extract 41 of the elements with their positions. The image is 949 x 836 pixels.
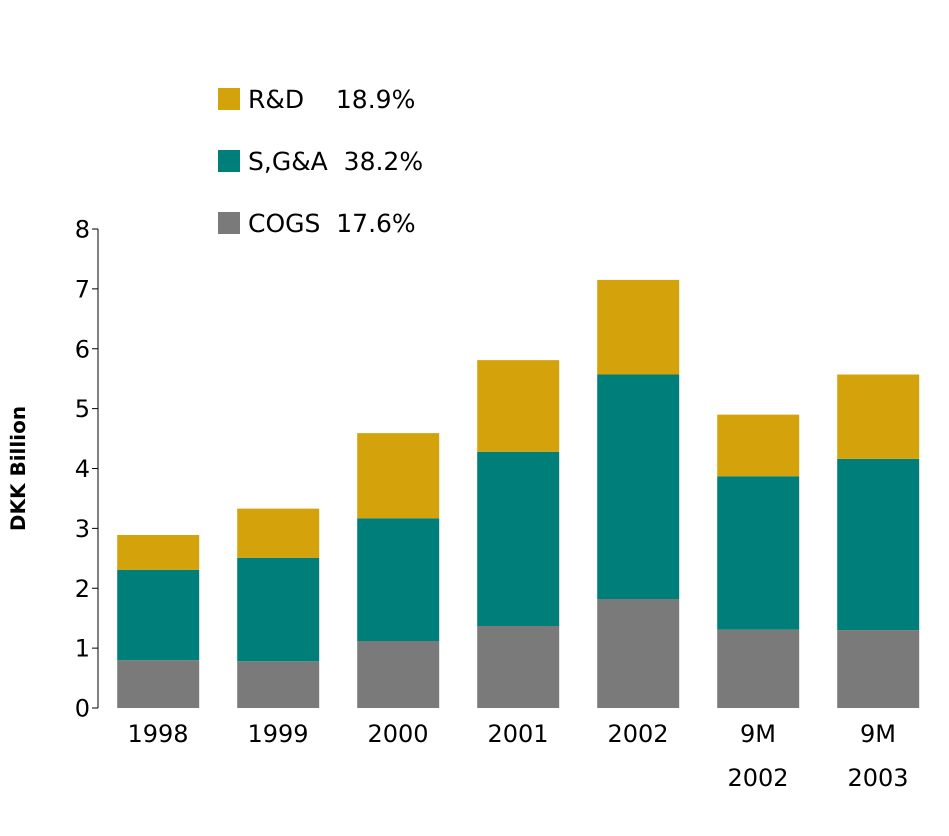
- bar: [237, 661, 320, 708]
- bar: [477, 360, 560, 452]
- y-tick-label: 0: [74, 694, 90, 723]
- bar: [357, 518, 440, 641]
- bar: [597, 280, 680, 374]
- bar: [717, 630, 800, 708]
- y-tick-label: 6: [74, 335, 90, 364]
- bar: [237, 508, 320, 558]
- bar: [597, 599, 680, 708]
- bar: [117, 570, 200, 660]
- y-axis-title: DKK Billion: [6, 406, 30, 532]
- bar: [837, 630, 920, 708]
- x-tick-label: 9M 2002: [727, 720, 789, 792]
- y-tick-label: 3: [74, 514, 90, 543]
- bar: [117, 660, 200, 708]
- x-tick-label: 2002: [607, 720, 669, 748]
- x-tick-label: 2001: [487, 720, 549, 748]
- bar: [477, 452, 560, 626]
- bar: [357, 640, 440, 708]
- y-tick-label: 4: [74, 455, 90, 484]
- x-tick-label: 1999: [247, 720, 309, 748]
- y-tick-label: 2: [74, 574, 90, 603]
- bar: [357, 433, 440, 518]
- legend-label: COGS 17.6%: [248, 208, 416, 238]
- x-tick-label: 2000: [367, 720, 429, 748]
- x-tick-label: 1998: [127, 720, 189, 748]
- bar: [717, 414, 800, 476]
- bar: [477, 626, 560, 708]
- bar: [237, 558, 320, 662]
- bar: [837, 374, 920, 459]
- y-tick-label: 7: [74, 275, 90, 304]
- legend-label: R&D 18.9%: [248, 84, 416, 114]
- y-tick-label: 5: [74, 395, 90, 424]
- bar: [597, 374, 680, 600]
- bar: [837, 458, 920, 630]
- x-tick-label: 9M 2003: [847, 720, 909, 792]
- y-tick-label: 1: [74, 634, 90, 663]
- legend-label: S,G&A 38.2%: [248, 146, 424, 176]
- bar: [117, 534, 200, 570]
- bar: [717, 476, 800, 630]
- y-tick-label: 8: [74, 216, 90, 244]
